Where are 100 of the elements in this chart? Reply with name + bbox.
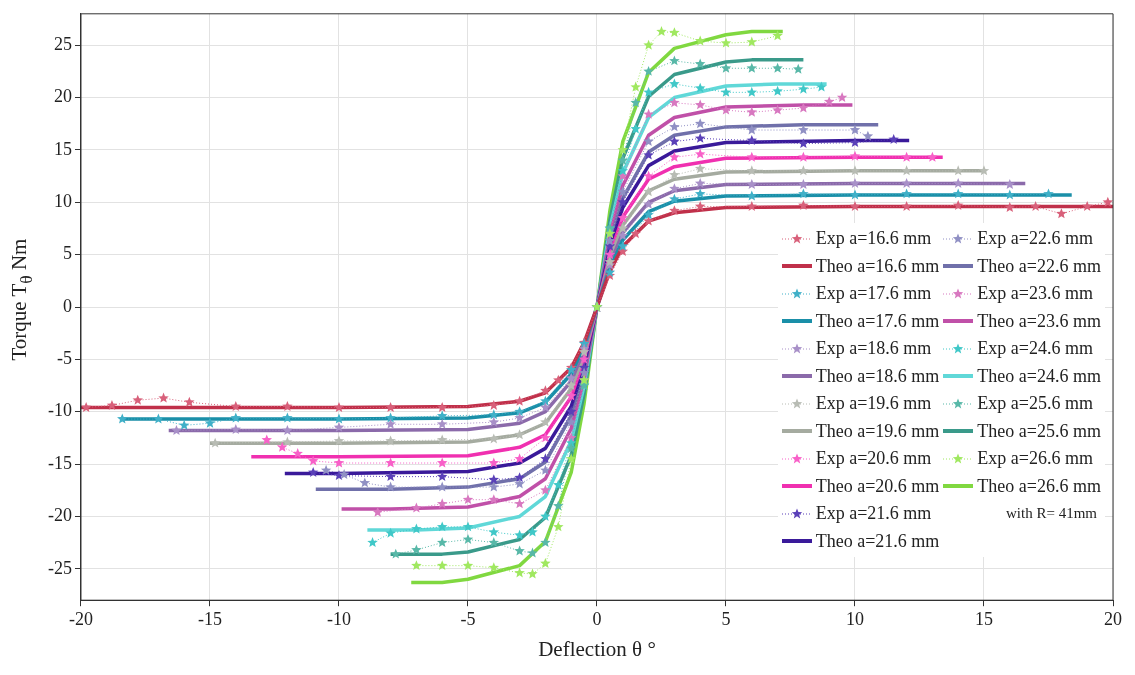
y-tick-label: -25	[47, 557, 72, 578]
point	[385, 412, 396, 423]
point	[798, 138, 809, 149]
point	[565, 406, 577, 417]
point	[153, 413, 164, 424]
point	[488, 537, 500, 548]
point	[849, 189, 861, 200]
legend-label: Theo a=25.6 mm	[977, 420, 1101, 442]
point	[772, 62, 783, 73]
point	[888, 133, 899, 144]
point	[178, 419, 190, 430]
point	[436, 560, 448, 571]
point	[171, 425, 182, 436]
point	[901, 188, 912, 199]
point	[1004, 202, 1016, 212]
point	[656, 26, 667, 37]
point	[901, 151, 912, 162]
point	[578, 353, 590, 364]
point	[617, 154, 629, 165]
x-tick-label: 10	[846, 608, 864, 629]
point	[630, 228, 641, 239]
point	[643, 39, 654, 50]
point	[578, 367, 590, 378]
point	[338, 469, 350, 479]
point	[565, 442, 577, 453]
point	[901, 177, 912, 188]
point	[333, 413, 345, 424]
y-tick-label: 0	[62, 295, 72, 316]
point	[643, 108, 654, 119]
y-tick-label: 5	[62, 243, 72, 264]
point	[617, 212, 629, 223]
point	[488, 481, 500, 492]
legend-label: Exp a=26.6 mm	[977, 448, 1093, 470]
point	[669, 193, 680, 204]
point	[565, 453, 577, 464]
point	[798, 178, 809, 189]
point	[132, 394, 143, 405]
point	[694, 82, 706, 93]
y-tick-label: -10	[47, 400, 72, 421]
point	[261, 434, 272, 445]
point	[436, 481, 448, 492]
point	[643, 186, 654, 197]
legend-label: Exp a=21.6 mm	[815, 503, 932, 525]
point	[669, 121, 680, 132]
point	[669, 205, 680, 216]
point	[604, 249, 616, 260]
point	[746, 200, 758, 211]
point	[204, 417, 216, 428]
point	[514, 412, 525, 423]
point	[117, 413, 128, 424]
point	[694, 177, 706, 188]
point	[307, 455, 319, 466]
point	[333, 435, 345, 446]
point	[540, 453, 551, 464]
point	[952, 188, 964, 199]
point	[617, 144, 629, 155]
point	[514, 395, 525, 406]
point	[158, 392, 169, 403]
point	[436, 498, 448, 509]
point	[849, 165, 861, 176]
point	[488, 416, 500, 427]
point	[746, 124, 758, 135]
point	[411, 544, 422, 555]
y-tick-label: 25	[53, 33, 72, 54]
point	[488, 409, 500, 420]
legend-label: Theo a=18.6 mm	[815, 365, 940, 387]
point	[694, 148, 706, 159]
point	[927, 151, 938, 162]
point	[527, 568, 538, 579]
point	[514, 429, 525, 440]
point	[772, 30, 783, 41]
point	[390, 548, 401, 559]
point	[540, 432, 551, 443]
point	[617, 165, 629, 176]
point	[1081, 200, 1093, 211]
point	[565, 390, 577, 401]
point	[849, 137, 861, 148]
point	[436, 402, 448, 412]
legend-label: Theo a=17.6 mm	[815, 310, 940, 332]
point	[540, 464, 551, 475]
legend-label: Exp a=18.6 mm	[815, 338, 932, 360]
point	[643, 170, 654, 181]
point	[385, 457, 396, 468]
point	[333, 457, 345, 468]
point	[540, 402, 551, 412]
point	[816, 81, 827, 92]
point	[333, 421, 345, 432]
point	[1102, 196, 1114, 207]
point	[436, 471, 448, 482]
point	[746, 36, 758, 47]
point	[385, 402, 396, 412]
legend-label: Exp a=16.6 mm	[815, 228, 932, 250]
point	[669, 55, 680, 66]
point	[488, 457, 500, 468]
point	[282, 412, 293, 423]
point	[694, 200, 706, 211]
point	[540, 385, 551, 396]
point	[488, 526, 500, 537]
point	[462, 494, 474, 505]
point	[1004, 178, 1016, 189]
